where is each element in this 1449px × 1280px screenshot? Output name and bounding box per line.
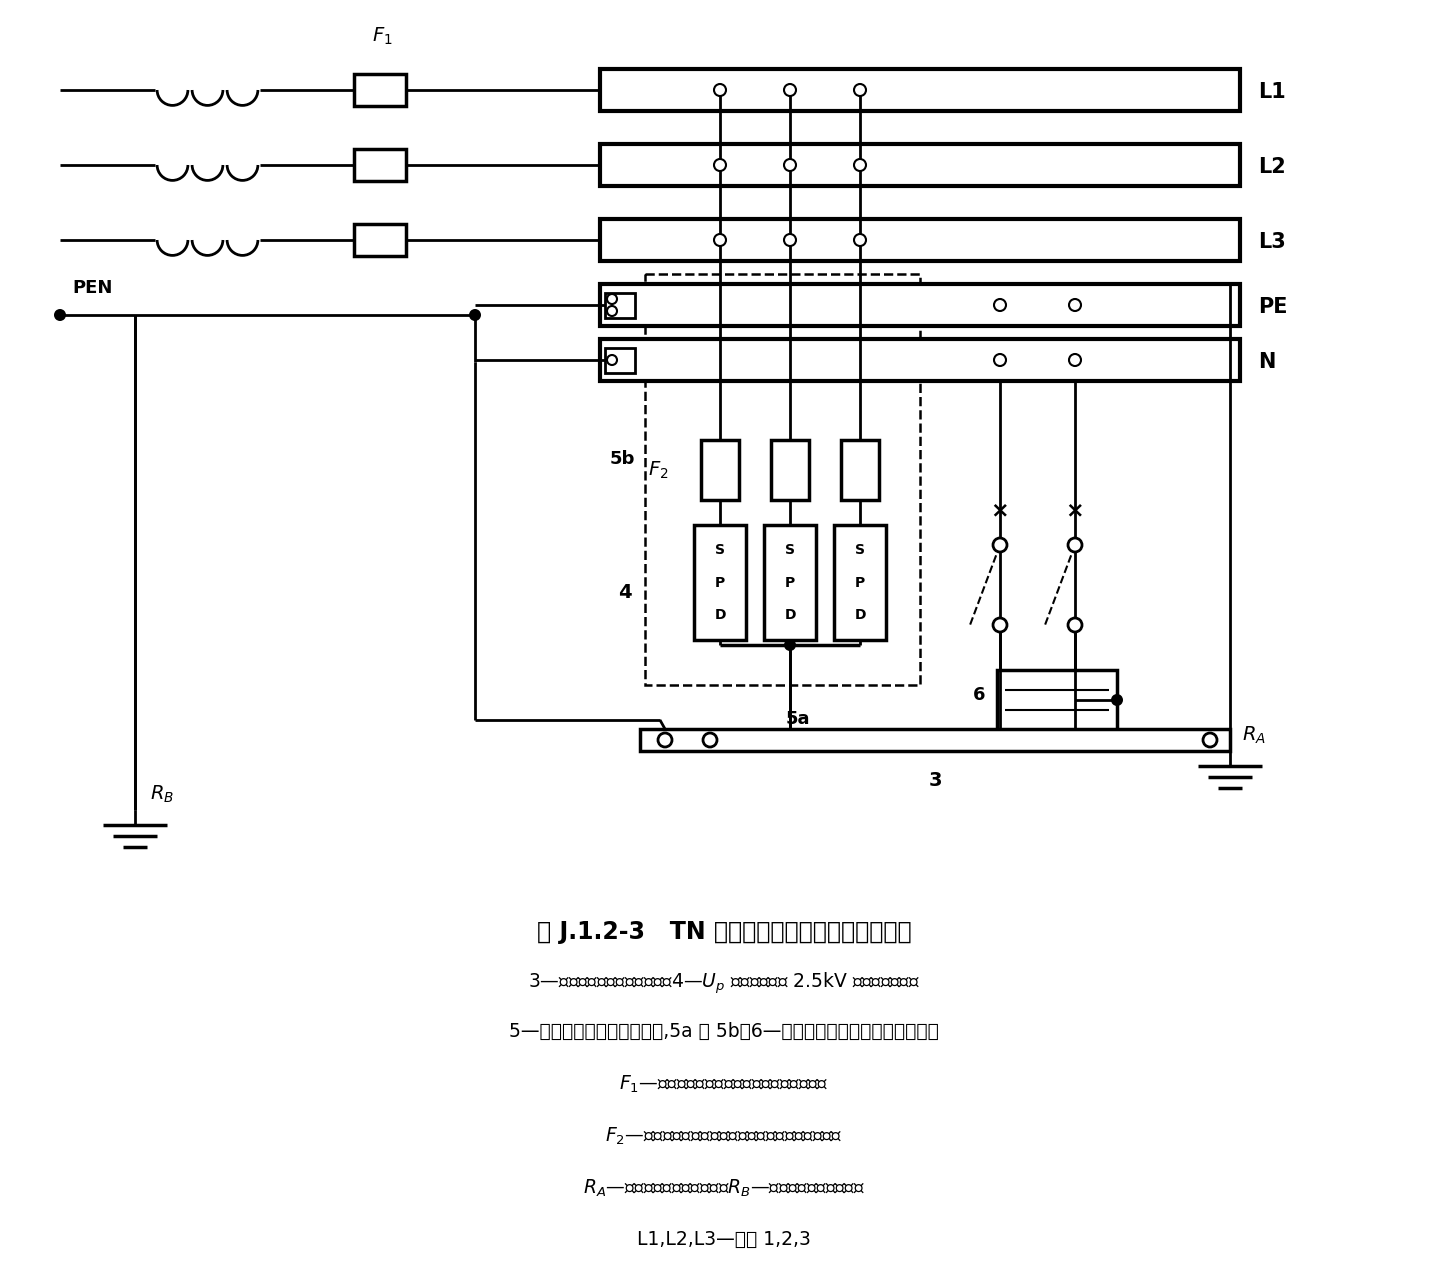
Bar xyxy=(606,293,635,317)
Text: $R_A$—本电气装置的接地电阻；$R_B$—电源系统的接地电阻；: $R_A$—本电气装置的接地电阻；$R_B$—电源系统的接地电阻； xyxy=(582,1178,865,1199)
Bar xyxy=(771,440,809,500)
Circle shape xyxy=(784,84,796,96)
Bar xyxy=(354,224,406,256)
Bar xyxy=(354,148,406,180)
Circle shape xyxy=(784,234,796,246)
Circle shape xyxy=(853,234,867,246)
Text: 5b: 5b xyxy=(610,451,635,468)
Text: $R_B$: $R_B$ xyxy=(151,783,174,805)
Text: PE: PE xyxy=(1258,297,1288,317)
Text: $F_1$—安装在电气装置电源进户处的保护电器；: $F_1$—安装在电气装置电源进户处的保护电器； xyxy=(619,1074,829,1096)
Text: 5a: 5a xyxy=(785,710,810,728)
Bar xyxy=(600,339,1240,381)
Circle shape xyxy=(994,300,1006,311)
Text: D: D xyxy=(855,608,865,622)
Bar xyxy=(997,669,1117,730)
Text: L2: L2 xyxy=(1258,157,1285,177)
Text: P: P xyxy=(855,576,865,590)
Bar xyxy=(600,284,1240,326)
Circle shape xyxy=(1068,538,1082,552)
Circle shape xyxy=(658,733,672,748)
Text: PEN: PEN xyxy=(72,279,113,297)
Text: $F_2$—电涌保护器制造厂要求装设的过电流保护电器；: $F_2$—电涌保护器制造厂要求装设的过电流保护电器； xyxy=(606,1126,843,1147)
Text: 4: 4 xyxy=(619,582,632,602)
Circle shape xyxy=(714,84,726,96)
Circle shape xyxy=(994,355,1006,366)
Bar xyxy=(600,145,1240,186)
Text: 图 J.1.2-3   TN 系统安装在进户处的电涌保护器: 图 J.1.2-3 TN 系统安装在进户处的电涌保护器 xyxy=(536,920,911,945)
Text: L1,L2,L3—相线 1,2,3: L1,L2,L3—相线 1,2,3 xyxy=(638,1230,811,1249)
Circle shape xyxy=(853,159,867,172)
Text: L3: L3 xyxy=(1258,232,1285,252)
Text: 5—电涌保护器的接地连接线,5a 或 5b；6—需要被电涌保护器保护的设备；: 5—电涌保护器的接地连接线,5a 或 5b；6—需要被电涌保护器保护的设备； xyxy=(509,1021,939,1041)
Bar xyxy=(694,525,746,640)
Bar xyxy=(606,348,635,372)
Text: $F_2$: $F_2$ xyxy=(648,460,668,481)
Circle shape xyxy=(54,308,67,321)
Text: S: S xyxy=(855,543,865,557)
Bar xyxy=(835,525,885,640)
Circle shape xyxy=(703,733,717,748)
Circle shape xyxy=(714,234,726,246)
Text: S: S xyxy=(785,543,796,557)
Text: L1: L1 xyxy=(1258,82,1285,102)
Circle shape xyxy=(1069,355,1081,366)
Circle shape xyxy=(469,308,481,321)
Text: 3—总接地端或总接地连接带；4—$U_p$ 应小于或等于 2.5kV 的电涌保护器；: 3—总接地端或总接地连接带；4—$U_p$ 应小于或等于 2.5kV 的电涌保护… xyxy=(527,970,920,996)
Circle shape xyxy=(784,159,796,172)
Circle shape xyxy=(1111,694,1123,707)
Circle shape xyxy=(1069,300,1081,311)
Bar xyxy=(645,274,920,685)
Bar xyxy=(600,69,1240,111)
Circle shape xyxy=(607,355,617,365)
Text: N: N xyxy=(1258,352,1275,372)
Bar xyxy=(354,74,406,106)
Text: D: D xyxy=(784,608,796,622)
Circle shape xyxy=(607,306,617,316)
Circle shape xyxy=(993,618,1007,632)
Text: S: S xyxy=(714,543,724,557)
Text: $R_A$: $R_A$ xyxy=(1242,724,1266,746)
Circle shape xyxy=(607,294,617,305)
Bar xyxy=(840,440,880,500)
Bar xyxy=(600,219,1240,261)
Text: ×: × xyxy=(991,500,1010,520)
Text: D: D xyxy=(714,608,726,622)
Text: P: P xyxy=(714,576,724,590)
Circle shape xyxy=(993,538,1007,552)
Text: P: P xyxy=(785,576,796,590)
Bar xyxy=(701,440,739,500)
Text: $F_1$: $F_1$ xyxy=(372,26,393,47)
Circle shape xyxy=(1068,618,1082,632)
Circle shape xyxy=(853,84,867,96)
Text: 6: 6 xyxy=(972,686,985,704)
Bar xyxy=(764,525,816,640)
Circle shape xyxy=(714,159,726,172)
Circle shape xyxy=(784,639,796,652)
Circle shape xyxy=(1203,733,1217,748)
Text: ×: × xyxy=(1065,500,1084,520)
Text: 3: 3 xyxy=(929,771,942,790)
Bar xyxy=(640,730,1230,751)
